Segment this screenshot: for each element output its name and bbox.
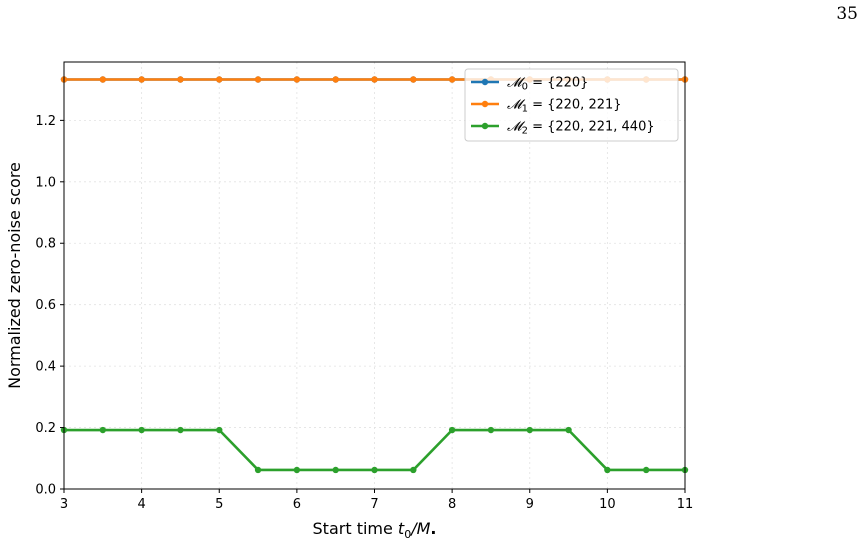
data-point	[332, 466, 339, 474]
data-point	[293, 466, 301, 474]
data-point	[410, 466, 417, 474]
series-2	[60, 426, 689, 474]
x-axis-label-sub: 0	[404, 528, 411, 541]
data-point	[177, 426, 184, 434]
data-point	[487, 426, 495, 434]
legend-entry-0: 𝓜0 = {220}	[471, 76, 588, 93]
legend-entry-1: 𝓜1 = {220, 221}	[471, 98, 622, 115]
legend-label-sub: 2	[522, 126, 528, 137]
x-tick-label: 3	[60, 497, 68, 512]
data-point	[138, 76, 145, 83]
y-tick-label: 0.6	[35, 298, 56, 313]
legend-label-sub: 0	[522, 82, 528, 93]
legend-entry-2: 𝓜2 = {220, 221, 440}	[471, 120, 655, 137]
data-point	[332, 76, 339, 83]
data-point	[371, 466, 378, 474]
data-point	[216, 426, 223, 434]
x-tick-label: 8	[448, 497, 456, 512]
legend-label-symbol: 𝓜	[507, 120, 526, 135]
y-tick-label: 0.0	[35, 483, 56, 498]
legend-label: 𝓜2 = {220, 221, 440}	[507, 120, 655, 137]
data-point	[448, 426, 456, 434]
legend-swatch-marker	[481, 78, 489, 86]
y-axis-label: Normalized zero-noise score	[5, 162, 24, 389]
x-axis-label-main: Start time	[313, 519, 398, 538]
legend-label-symbol: 𝓜	[507, 98, 526, 113]
y-tick-label: 0.2	[35, 421, 56, 436]
data-point	[410, 76, 417, 83]
ticks: 3 4 5 6 7 8 9 10 11 0.0 0.2 0.4 0.6 0.8 1.0 1.2	[35, 114, 693, 512]
legend-box	[464, 68, 679, 142]
legend-label-text: = {220, 221, 440}	[528, 120, 655, 135]
x-tick-label: 5	[215, 497, 223, 512]
x-axis-label-rest: /M	[409, 519, 430, 538]
x-tick-label: 10	[599, 497, 616, 512]
data-point	[565, 426, 572, 434]
x-axis-label-end: .	[430, 519, 436, 538]
data-point	[99, 76, 107, 83]
data-point	[254, 466, 262, 474]
data-point	[254, 76, 262, 83]
y-tick-label: 1.0	[35, 175, 56, 190]
x-axis-label-var: t	[398, 519, 405, 538]
legend-swatch-marker	[481, 122, 489, 130]
data-point	[604, 466, 611, 474]
page-number: 35	[836, 4, 858, 24]
x-tick-label: 9	[526, 497, 534, 512]
data-point	[642, 466, 650, 474]
data-point	[99, 426, 107, 434]
legend-label: 𝓜0 = {220}	[507, 76, 588, 93]
legend: 𝓜0 = {220}𝓜1 = {220, 221}𝓜2 = {220, 221,…	[464, 68, 679, 142]
x-tick-label: 11	[677, 497, 694, 512]
data-point	[216, 76, 223, 83]
x-tick-label: 4	[137, 497, 145, 512]
legend-label-text: = {220}	[528, 76, 589, 91]
data-point	[177, 76, 184, 83]
x-tick-label: 7	[370, 497, 378, 512]
legend-label-sub: 1	[522, 104, 528, 115]
data-point	[526, 426, 533, 434]
y-tick-label: 0.4	[35, 360, 56, 375]
data-point	[371, 76, 378, 83]
data-point	[138, 426, 145, 434]
legend-swatch-marker	[481, 100, 489, 108]
legend-label-symbol: 𝓜	[507, 76, 526, 91]
legend-label-text: = {220, 221}	[528, 98, 622, 113]
y-tick-label: 1.2	[35, 114, 56, 129]
x-tick-label: 6	[293, 497, 301, 512]
x-axis-label: Start time t0/M.	[313, 519, 437, 541]
data-point	[448, 76, 456, 83]
data-point	[293, 76, 301, 83]
legend-label: 𝓜1 = {220, 221}	[507, 98, 622, 115]
y-tick-label: 0.8	[35, 237, 56, 252]
